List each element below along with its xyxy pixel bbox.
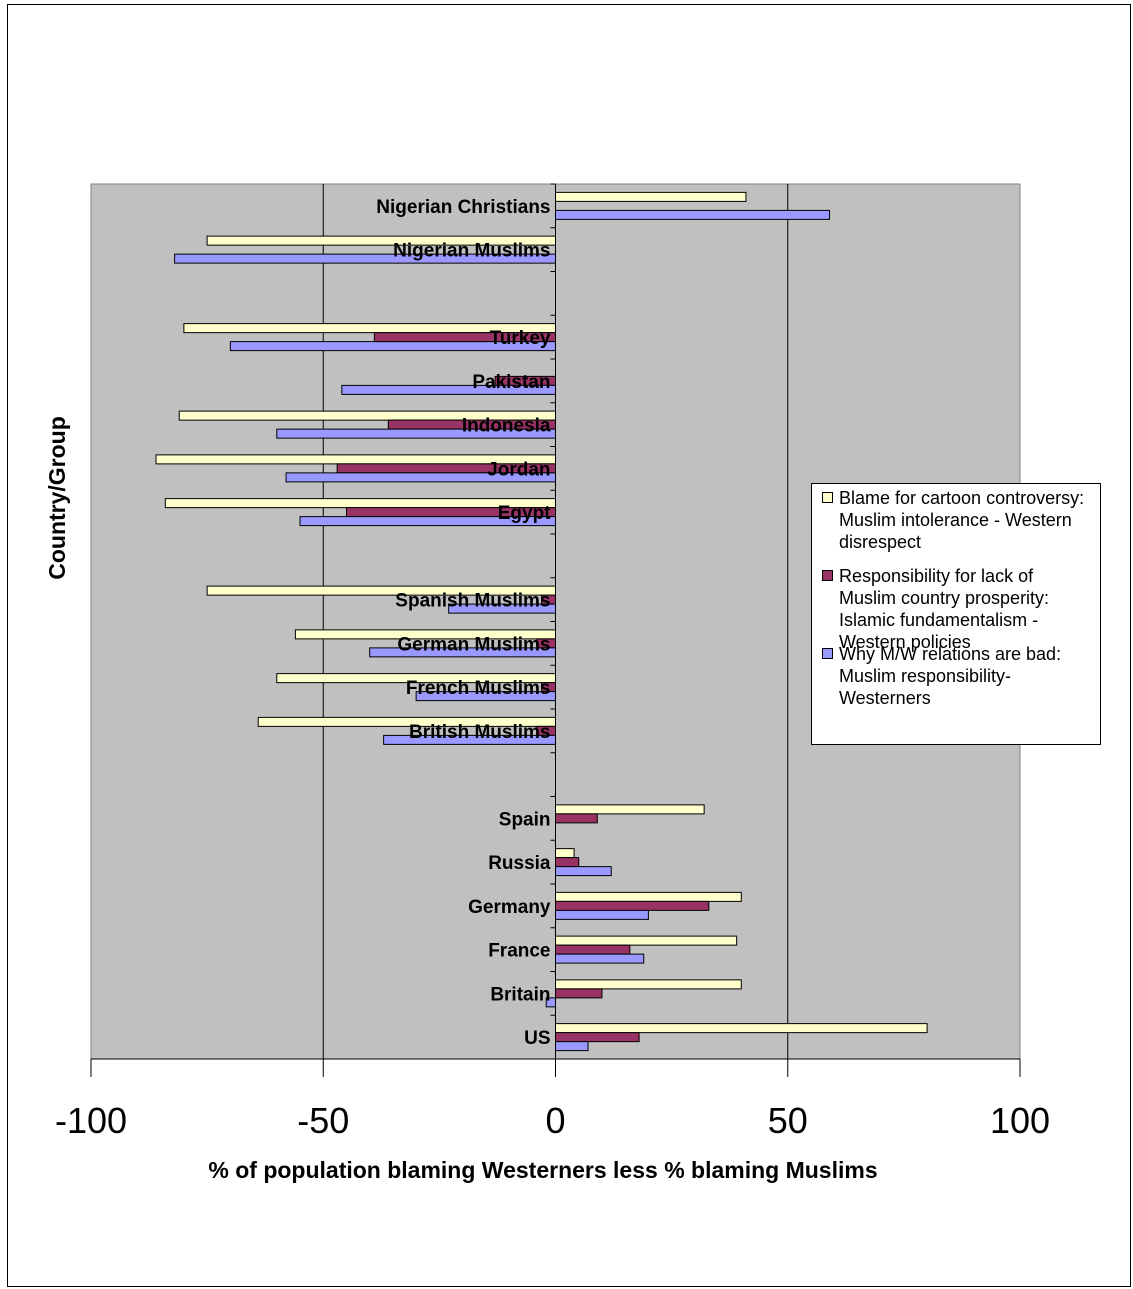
category-label: Britain (490, 984, 550, 1005)
category-label: German Muslims (397, 634, 550, 655)
bar (555, 813, 598, 824)
legend-item: Why M/W relations are bad: Muslim respon… (818, 643, 1094, 721)
x-tick-labels: -100 -50 0 50 100 (55, 1100, 1050, 1141)
category-label: Nigerian Muslims (393, 241, 550, 262)
axes (90, 183, 1021, 1077)
legend-swatch (822, 570, 833, 581)
category-label: Spanish Muslims (395, 591, 550, 612)
category-label: US (524, 1028, 550, 1049)
category-label: Spain (499, 809, 551, 830)
x-tick-label: -50 (297, 1100, 349, 1141)
category-label: Nigerian Christians (376, 197, 550, 218)
bar (555, 988, 603, 999)
legend: Blame for cartoon controversy: Muslim in… (811, 483, 1101, 745)
bar (555, 857, 580, 868)
category-label: French Muslims (406, 678, 551, 699)
bar (555, 866, 612, 877)
legend-label: Why M/W relations are bad: Muslim respon… (839, 644, 1062, 708)
bar (555, 1032, 640, 1043)
x-tick-label: 100 (990, 1100, 1050, 1141)
bar (555, 944, 631, 955)
legend-item: Responsibility for lack of Muslim countr… (818, 565, 1094, 652)
bar-marks (155, 191, 928, 1052)
x-tick-label: -100 (55, 1100, 127, 1141)
bar (555, 891, 742, 902)
category-label: Jordan (487, 459, 550, 480)
legend-item: Blame for cartoon controversy: Muslim in… (818, 487, 1094, 565)
category-label: Turkey (490, 328, 551, 349)
chart-frame (7, 4, 1131, 1287)
x-axis-title: % of population blaming Westerners less … (208, 1157, 877, 1183)
category-label: Egypt (498, 503, 551, 524)
category-label: Pakistan (472, 372, 550, 393)
x-tick-label: 50 (768, 1100, 808, 1141)
legend-swatch (822, 492, 833, 503)
bar (555, 900, 710, 911)
bar (555, 209, 831, 220)
y-axis-title: Country/Group (44, 416, 70, 580)
bar (555, 953, 645, 964)
bar (555, 804, 705, 815)
bar (555, 191, 747, 202)
legend-swatch (822, 648, 833, 659)
category-label: Indonesia (462, 416, 551, 437)
category-labels: Nigerian Christians Nigerian Muslims Turke… (376, 197, 551, 1049)
legend-label: Blame for cartoon controversy: Muslim in… (839, 488, 1085, 552)
category-label: France (488, 941, 550, 962)
x-tick-label: 0 (545, 1100, 565, 1141)
bar (555, 848, 575, 859)
category-label: Germany (468, 897, 551, 918)
category-label: British Muslims (409, 722, 550, 743)
bar (555, 935, 738, 946)
legend-label: Responsibility for lack of Muslim countr… (839, 566, 1050, 652)
bar (555, 909, 649, 920)
bar (555, 979, 742, 990)
bar (555, 1023, 928, 1034)
category-label: Russia (488, 853, 551, 874)
bar (555, 1041, 589, 1052)
